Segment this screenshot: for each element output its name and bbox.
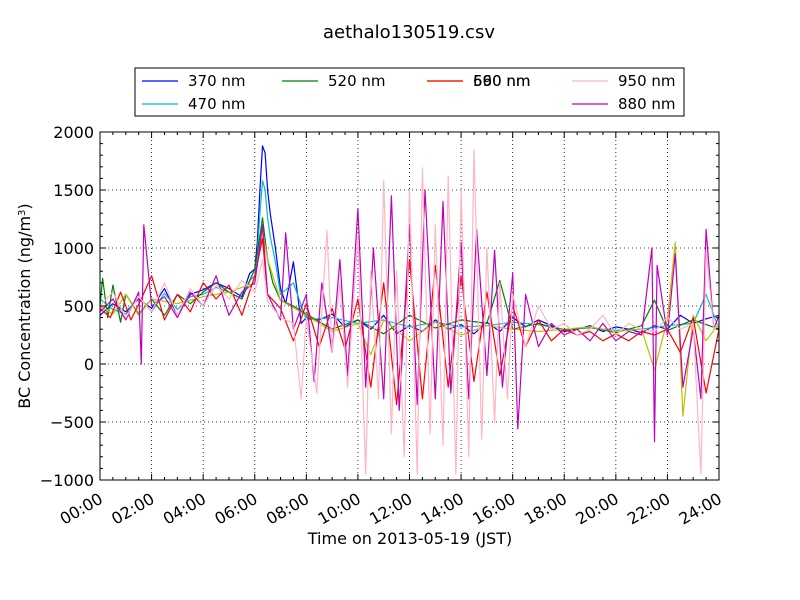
legend-label-520-nm: 520 nm [328,72,386,90]
legend-label-370-nm: 370 nm [188,72,246,90]
y-tick-label: −1000 [40,471,94,490]
axis-ticks [99,131,720,481]
legend-box [134,67,685,117]
legend-label-950-nm: 950 nm [618,72,676,90]
y-axis-label: BC Concentration (ng/m3) [15,203,34,408]
y-axis-label-tail: ) [15,203,34,209]
chart-title: aethalo130519.csv [323,22,495,43]
y-axis-label-superscript: 3 [17,210,28,216]
legend-label-470-nm: 470 nm [188,95,246,113]
plot-area [99,131,720,481]
series-line-660-nm [100,238,719,406]
y-axis-label-main: BC Concentration (ng/m [15,216,34,409]
x-axis-label: Time on 2013-05-19 (JST) [307,529,512,548]
y-tick-label: 2000 [53,123,94,142]
legend-label-660-nm: 660 nm [473,72,531,90]
legend-label-590-nm: 590 nm [473,72,531,90]
y-axis: −1000 −500 0 500 1000 1500 2000 [40,123,94,490]
y-tick-label: 1500 [53,181,94,200]
y-tick-label: −500 [50,413,94,432]
series-line-880-nm [100,189,719,443]
legend-label-880-nm: 880 nm [618,95,676,113]
series-line-950-nm [100,148,719,475]
y-tick-label: 500 [63,297,94,316]
y-tick-label: 0 [84,355,94,374]
series-lines [100,145,719,475]
y-tick-label: 1000 [53,239,94,258]
